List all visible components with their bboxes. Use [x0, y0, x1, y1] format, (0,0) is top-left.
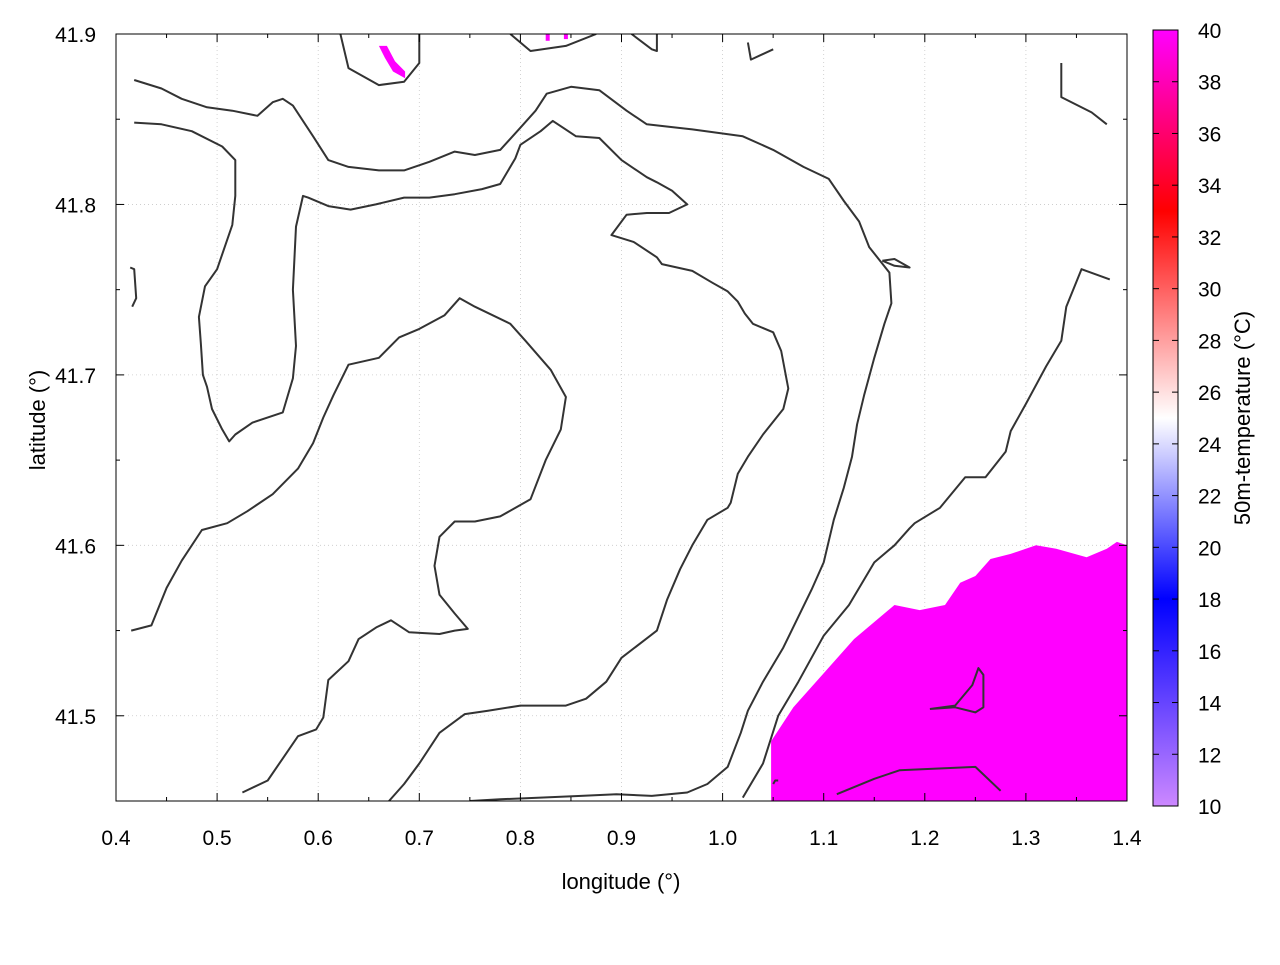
- colorbar-tick-label: 14: [1198, 693, 1222, 716]
- x-tick-label: 1.2: [910, 827, 939, 850]
- x-tick-label: 0.6: [304, 827, 333, 850]
- y-tick-label: 41.8: [55, 194, 96, 217]
- x-tick-label: 0.7: [405, 827, 434, 850]
- heat-region-north-patch-1: [378, 45, 406, 79]
- heat-region-southeast-region: [771, 541, 1127, 801]
- contour-line-13: [741, 268, 1111, 799]
- colorbar-tick-label: 18: [1198, 589, 1221, 612]
- x-tick-label: 0.9: [607, 827, 636, 850]
- colorbar-tick-label: 28: [1198, 330, 1221, 353]
- colorbar-tick-label: 40: [1198, 20, 1221, 43]
- colorbar-tick-label: 24: [1198, 434, 1222, 457]
- heat-region-north-patch-3: [563, 34, 568, 40]
- x-tick-label: 1.0: [708, 827, 737, 850]
- colorbar-tick-label: 26: [1198, 382, 1221, 405]
- contour-line-12: [836, 765, 1002, 796]
- colorbar-tick-label: 32: [1198, 227, 1221, 250]
- x-tick-label: 0.4: [101, 827, 131, 850]
- colorbar-tick-label: 10: [1198, 796, 1221, 819]
- x-tick-label: 0.5: [202, 827, 231, 850]
- contour-line-3: [130, 297, 567, 794]
- contour-line-5: [339, 34, 421, 87]
- heat-region-north-patch-2: [545, 34, 550, 41]
- x-axis-label: longitude (°): [562, 869, 681, 894]
- contour-line-14: [772, 779, 779, 785]
- x-tick-label: 0.8: [506, 827, 535, 850]
- colorbar-tick-label: 22: [1198, 486, 1221, 509]
- colorbar-tick-label: 38: [1198, 72, 1221, 95]
- contour-line-2: [134, 119, 790, 801]
- y-axis-label: latitude (°): [25, 370, 50, 471]
- colorbar-tick-label: 12: [1198, 744, 1221, 767]
- y-tick-label: 41.5: [55, 706, 96, 729]
- contour-line-4: [129, 266, 138, 308]
- colorbar-tick-label: 34: [1198, 175, 1222, 198]
- contour-line-7: [630, 34, 658, 52]
- contour-line-6: [509, 34, 597, 52]
- x-tick-label: 1.3: [1011, 827, 1040, 850]
- contour-line-9: [1060, 63, 1108, 126]
- colorbar-ticks: 10 12 14 16 18 20 22 24 26 28 30 32 34 36 38 40: [1153, 20, 1222, 819]
- contour-line-8: [746, 42, 774, 61]
- colorbar: [1152, 29, 1179, 807]
- contour-lines: [129, 34, 1111, 801]
- x-tick-label: 1.1: [809, 827, 838, 850]
- y-tick-label: 41.9: [55, 24, 96, 47]
- axis-ticks: 0.4 0.5 0.6 0.7 0.8 0.9 1.0 1.1 1.2 1.3 1.4 41.5 41.…: [55, 24, 1142, 850]
- contour-line-11: [929, 667, 985, 714]
- colorbar-tick-label: 20: [1198, 537, 1221, 560]
- y-tick-label: 41.6: [55, 535, 96, 558]
- y-tick-label: 41.7: [55, 365, 96, 388]
- colorbar-tick-label: 30: [1198, 279, 1221, 302]
- colorbar-tick-label: 36: [1198, 123, 1221, 146]
- colorbar-label: 50m-temperature (°C): [1230, 311, 1255, 525]
- x-tick-label: 1.4: [1112, 827, 1142, 850]
- heatmap-layer: [378, 34, 1127, 801]
- contour-line-10: [881, 258, 911, 269]
- colorbar-tick-label: 16: [1198, 641, 1221, 664]
- contour-line-1: [133, 79, 893, 801]
